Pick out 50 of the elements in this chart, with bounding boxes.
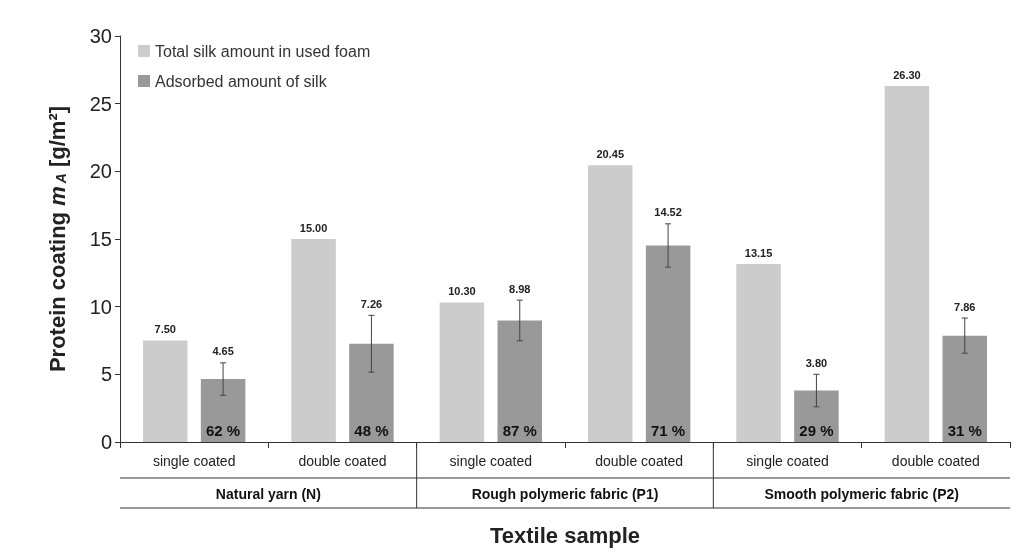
bar [200, 379, 246, 442]
y-tick-label: 5 [100, 363, 112, 386]
x-tick-label: double coated [891, 453, 980, 469]
annotation: 29 % [799, 422, 834, 439]
y-axis-title: Protein coating mA [g/m²] [44, 105, 70, 373]
data-label: 26.30 [893, 68, 921, 81]
data-label: 8.98 [509, 282, 531, 295]
text: Natural yarn (N) [215, 486, 321, 502]
x-axis-title: Textile sample [490, 522, 640, 548]
bar [942, 335, 988, 442]
text: Rough polymeric fabric (P1) [471, 486, 659, 502]
x-tick-label: double coated [298, 453, 387, 469]
annotation: 87 % [502, 422, 537, 439]
x-tick-label: single coated [152, 453, 236, 469]
legend-label: Adsorbed amount of silk [155, 72, 328, 90]
x-tick-label: single coated [449, 453, 533, 469]
data-label: 10.30 [448, 285, 476, 298]
bar [587, 165, 633, 442]
bar [794, 390, 839, 442]
bar [736, 264, 781, 442]
bar [291, 239, 336, 442]
annotation: 48 % [354, 422, 389, 439]
bar [645, 245, 691, 442]
data-label: 3.80 [805, 356, 828, 369]
y-tick-label: 30 [89, 25, 112, 47]
text: Smooth polymeric fabric (P2) [764, 486, 959, 502]
data-label: 15.00 [299, 221, 328, 234]
y-tick-label: 20 [89, 160, 112, 183]
y-tick-label: 15 [89, 228, 112, 250]
data-label: 7.86 [954, 300, 976, 313]
bar [439, 302, 485, 442]
x-tick-label: single coated [746, 453, 829, 469]
y-tick-label: 10 [89, 295, 112, 318]
bar [142, 340, 188, 442]
data-label: 13.15 [744, 246, 773, 259]
bar [349, 343, 394, 442]
bar [884, 86, 930, 442]
data-label: 7.26 [360, 297, 383, 310]
y-tick-label: 0 [100, 431, 112, 453]
data-label: 14.52 [654, 206, 682, 219]
y-tick-label: 25 [89, 92, 112, 115]
annotation: 31 % [947, 422, 982, 439]
annotation: 71 % [650, 422, 686, 439]
bar [497, 320, 543, 442]
annotation: 62 % [205, 422, 241, 439]
x-tick-label: double coated [595, 453, 684, 469]
data-label: 4.65 [212, 345, 234, 358]
data-label: 20.45 [596, 147, 625, 160]
data-label: 7.50 [154, 323, 176, 335]
legend-label: Total silk amount in used foam [155, 42, 371, 60]
